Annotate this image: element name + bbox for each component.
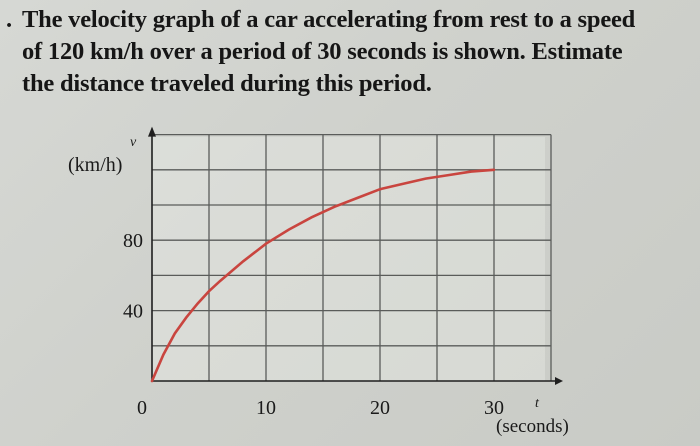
chart-grid bbox=[152, 133, 552, 381]
y-axis-arrow bbox=[148, 126, 156, 137]
x-tick-label: 30 bbox=[484, 397, 504, 419]
problem-line-1: The velocity graph of a car accelerating… bbox=[22, 6, 636, 33]
x-axis-label: (seconds) bbox=[496, 416, 569, 437]
x-axis-arrow bbox=[555, 377, 563, 385]
x-axis-symbol: t bbox=[535, 396, 540, 411]
x-tick-label: 10 bbox=[256, 397, 276, 419]
y-tick-label: 40 bbox=[123, 301, 143, 323]
x-tick-label: 0 bbox=[137, 397, 147, 419]
y-tick-label: 80 bbox=[123, 230, 143, 252]
chart-plot-background bbox=[152, 137, 545, 381]
bullet-mark: . bbox=[6, 6, 12, 33]
chart-axes bbox=[148, 126, 563, 385]
y-axis-label: (km/h) bbox=[68, 154, 122, 176]
chart-ticks: 0 10 20 30 40 80 bbox=[123, 230, 504, 419]
problem-line-3: the distance traveled during this period… bbox=[22, 70, 432, 97]
velocity-curve bbox=[150, 168, 496, 383]
problem-text: . The velocity graph of a car accelerati… bbox=[6, 4, 686, 100]
problem-line-2: of 120 km/h over a period of 30 seconds … bbox=[22, 38, 623, 65]
y-axis-symbol: v bbox=[130, 135, 137, 150]
x-tick-label: 20 bbox=[370, 397, 390, 419]
